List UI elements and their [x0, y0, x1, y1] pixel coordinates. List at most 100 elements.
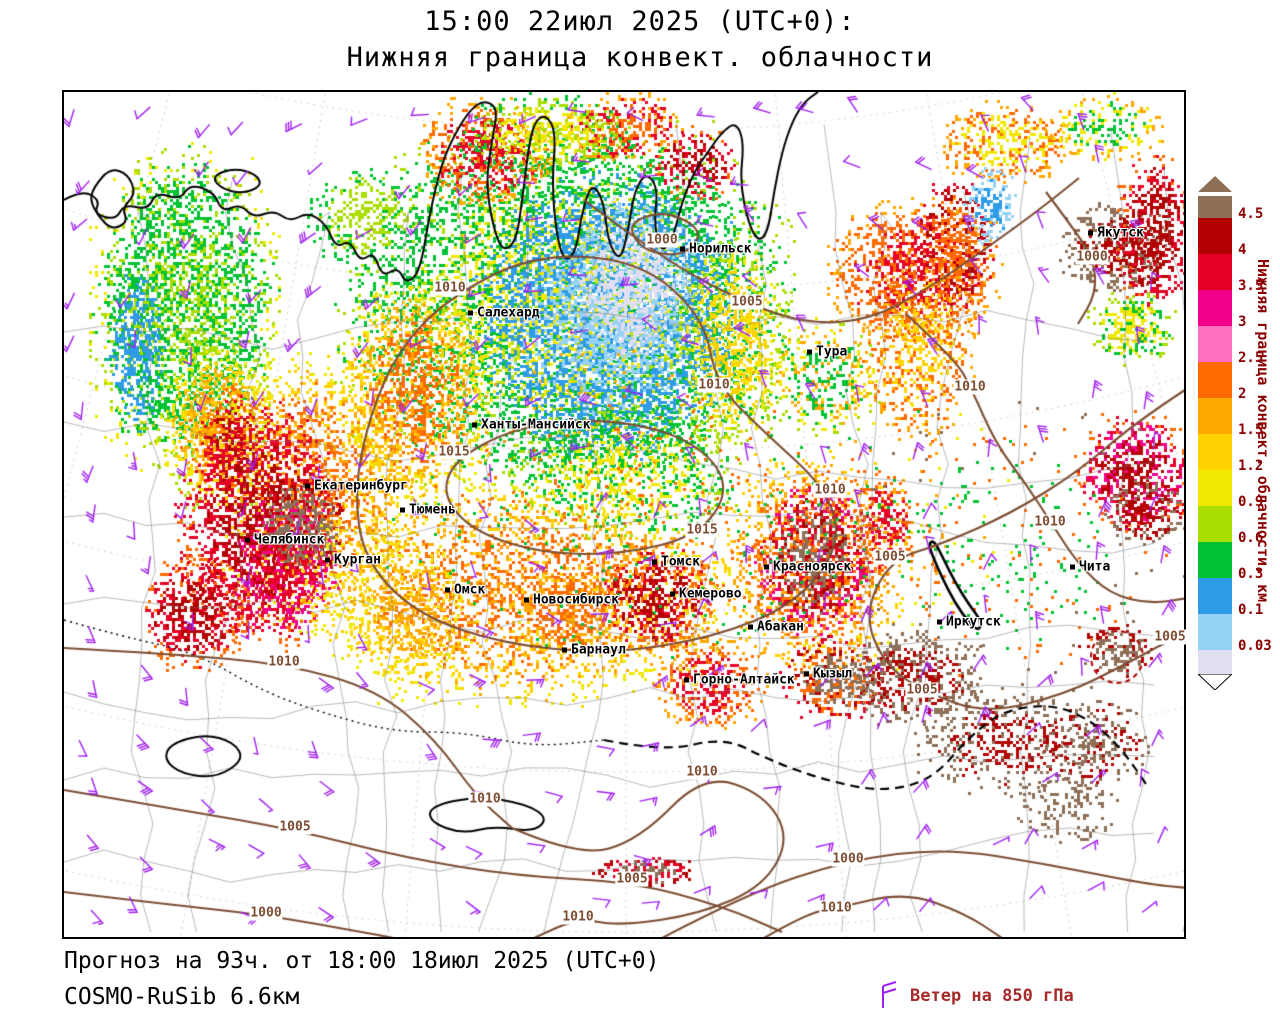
colorbar-tick: 0.9: [1238, 494, 1264, 510]
colorbar-tick: 2: [1238, 386, 1247, 402]
colorbar-segment: [1198, 326, 1232, 362]
isobar-label: 1000: [645, 232, 679, 248]
colorbar-segment: [1198, 290, 1232, 326]
colorbar-segment: [1198, 542, 1232, 578]
city-label: Тура: [807, 345, 847, 360]
wind-legend-label: Ветер на 850 гПа: [910, 986, 1074, 1006]
colorbar-arrow-up: [1198, 176, 1232, 192]
city-label: Абакан: [748, 620, 804, 635]
city-marker: [305, 483, 310, 489]
city-marker: [680, 246, 685, 252]
wind-barb-icon: [882, 981, 897, 1008]
map-labels-layer: 1010 1000 1005 1000 1010 1010 1015 1010 1010 1015…: [64, 92, 1187, 937]
city-label: Чита: [1070, 560, 1110, 575]
city-label: Ханты-Мансийск: [472, 418, 591, 433]
isobar-label: 1010: [685, 764, 719, 780]
map-panel: 1010 1000 1005 1000 1010 1010 1015 1010 1010 1015…: [62, 90, 1187, 939]
city-marker: [670, 591, 675, 597]
isobar-label: 1005: [873, 549, 907, 565]
city-label: Екатеринбург: [305, 479, 408, 494]
city-label: Якутск: [1088, 226, 1144, 241]
colorbar-segment: [1198, 650, 1232, 674]
isobar-label: 1010: [813, 482, 847, 498]
city-marker: [1088, 230, 1093, 236]
city-marker: [325, 557, 330, 563]
colorbar-tick: 0.03: [1238, 638, 1272, 654]
colorbar-segment: [1198, 506, 1232, 542]
isobar-label: 1000: [831, 851, 865, 867]
colorbar-tick: 4: [1238, 242, 1247, 258]
city-marker: [807, 349, 812, 355]
city-marker: [472, 422, 477, 428]
colorbar-tick: 3: [1238, 314, 1247, 330]
city-label: Салехард: [468, 306, 540, 321]
city-marker: [524, 597, 529, 603]
isobar-label: 1010: [468, 791, 502, 807]
colorbar-axis-label: Нижняя граница конвект. облачности, км: [1254, 259, 1272, 603]
isobar-label: 1010: [697, 377, 731, 393]
city-marker: [937, 619, 942, 625]
city-label: Горно-Алтайск: [684, 673, 795, 688]
colorbar: 4.5 4 3.5 3 2.5 2 1.5 1.2 0.9 0.6 0.3 0.1 0.03: [1196, 176, 1272, 694]
colorbar-tick: 0.6: [1238, 530, 1264, 546]
city-label: Курган: [325, 553, 381, 568]
city-label: Тюмень: [400, 503, 456, 518]
colorbar-arrow-down: [1196, 673, 1234, 691]
isobar-label: 1010: [561, 909, 595, 925]
isobar-label: 1005: [615, 871, 649, 887]
map-canvas: [64, 92, 1184, 937]
forecast-info: Прогноз на 93ч. от 18:00 18июл 2025 (UTC…: [64, 948, 660, 974]
isobar-label: 1010: [433, 280, 467, 296]
city-label: Иркутск: [937, 615, 1001, 630]
isobar-label: 1010: [267, 654, 301, 670]
isobar-label: 1005: [1153, 629, 1187, 645]
city-marker: [764, 564, 769, 570]
colorbar-segment: [1198, 398, 1232, 434]
city-marker: [652, 559, 657, 565]
colorbar-tick: 1.5: [1238, 422, 1264, 438]
city-marker: [400, 507, 405, 513]
city-marker: [748, 624, 753, 630]
city-label: Красноярск: [764, 560, 851, 575]
colorbar-segment: [1198, 470, 1232, 506]
city-label: Томск: [652, 555, 700, 570]
model-info: COSMO-RuSib 6.6км: [64, 984, 300, 1010]
colorbar-tick: 2.5: [1238, 350, 1264, 366]
city-label: Кызыл: [804, 667, 852, 682]
title-parameter: Нижняя граница конвект. облачности: [346, 42, 934, 73]
isobar-label: 1010: [819, 900, 853, 916]
city-marker: [468, 310, 473, 316]
isobar-label: 1000: [1075, 249, 1109, 265]
city-marker: [245, 537, 250, 543]
colorbar-segment: [1198, 218, 1232, 254]
city-label: Кемерово: [670, 587, 742, 602]
city-label: Новосибирск: [524, 593, 619, 608]
isobar-label: 1000: [249, 905, 283, 921]
colorbar-segment: [1198, 362, 1232, 398]
isobar-label: 1015: [437, 444, 471, 460]
colorbar-segment: [1198, 196, 1232, 218]
colorbar-tick: 4.5: [1238, 206, 1264, 222]
city-label: Норильск: [680, 242, 752, 257]
city-label: Челябинск: [245, 533, 324, 548]
isobar-label: 1005: [905, 682, 939, 698]
city-marker: [1070, 564, 1075, 570]
isobar-label: 1010: [1033, 514, 1067, 530]
colorbar-segment: [1198, 434, 1232, 470]
isobar-label: 1015: [685, 522, 719, 538]
title-datetime: 15:00 22июл 2025 (UTC+0):: [424, 6, 856, 37]
colorbar-segment: [1198, 614, 1232, 650]
isobar-label: 1005: [730, 294, 764, 310]
city-marker: [804, 671, 809, 677]
city-label: Омск: [445, 583, 485, 598]
city-marker: [562, 647, 567, 653]
colorbar-tick: 0.3: [1238, 566, 1264, 582]
city-marker: [684, 677, 689, 683]
isobar-label: 1010: [953, 379, 987, 395]
city-marker: [445, 587, 450, 593]
wind-legend: Ветер на 850 гПа: [878, 980, 1074, 1010]
colorbar-segment: [1198, 578, 1232, 614]
colorbar-segment: [1198, 254, 1232, 290]
colorbar-tick: 1.2: [1238, 458, 1264, 474]
